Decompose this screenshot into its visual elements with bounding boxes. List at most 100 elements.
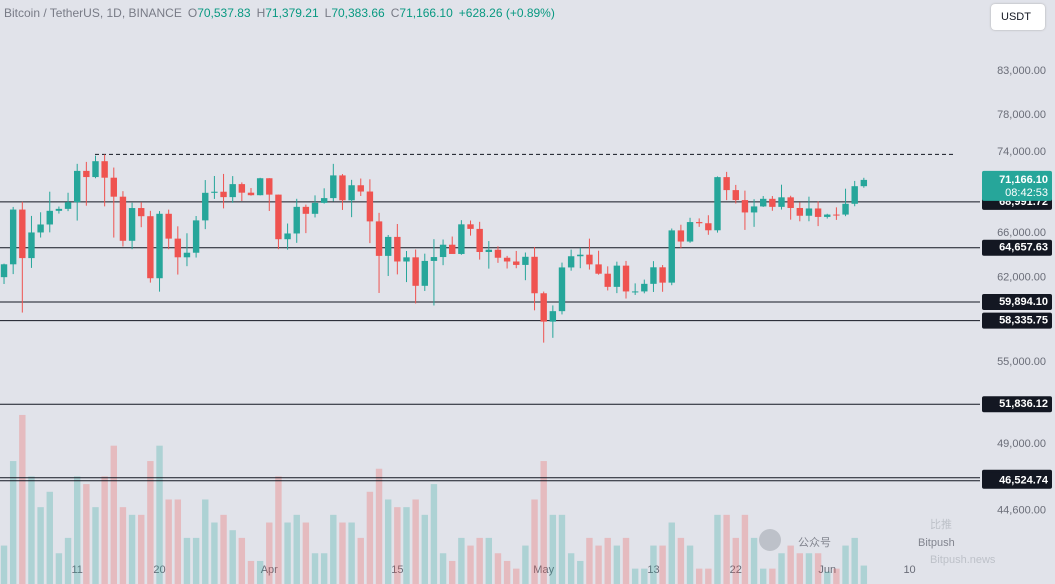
candle-body (833, 214, 840, 216)
volume-bar (595, 545, 602, 584)
candle-body (467, 224, 474, 229)
level-box (982, 472, 1052, 489)
symbol: Bitcoin / TetherUS, 1D, BINANCE (4, 6, 182, 20)
y-tick-label: 74,000.00 (997, 146, 1046, 158)
candle-body (458, 224, 465, 254)
candle-body (558, 267, 566, 312)
volume-bar (55, 553, 63, 584)
volume-bar (522, 545, 529, 584)
ohlc-value: 71,379.21 (265, 6, 319, 20)
candle-body (375, 221, 383, 256)
candle-body (723, 177, 730, 191)
x-tick-label: 20 (153, 564, 165, 576)
x-tick-label: Apr (261, 564, 278, 576)
volume-bar (732, 537, 739, 584)
candle-body (677, 230, 685, 242)
volume-bar (320, 553, 328, 584)
volume-bar (695, 568, 703, 584)
candle-body (549, 311, 557, 322)
volume-bar (613, 545, 621, 584)
candle-body (421, 260, 428, 286)
x-tick-label: Jun (818, 564, 836, 576)
candle-body (202, 192, 209, 221)
volume-bar (101, 476, 108, 584)
volume-bar (19, 414, 26, 584)
candle-body (55, 208, 63, 211)
candle-body (522, 256, 529, 265)
candle-body (403, 257, 410, 262)
volume-bar (202, 499, 209, 584)
y-tick-label: 44,600.00 (997, 505, 1046, 517)
volume-bar (622, 537, 630, 584)
candle-body (119, 196, 127, 241)
candle-body (439, 244, 447, 258)
candle-body (595, 264, 602, 274)
candle-body (860, 179, 868, 187)
candle-body (842, 203, 849, 215)
last-price-label: 71,166.10 (999, 174, 1048, 186)
volume-bar (631, 568, 639, 584)
volume-bar (586, 537, 593, 584)
candle-body (28, 232, 35, 259)
candle-body (302, 206, 310, 214)
volume-bar (641, 568, 648, 584)
level-box (982, 239, 1052, 256)
ohlc-value: 70,537.83 (197, 6, 251, 20)
volume-bar (73, 476, 81, 584)
candle-body (430, 257, 438, 261)
candle-body (485, 249, 493, 252)
volume-bar (128, 514, 136, 584)
candle-body (787, 197, 794, 208)
candle-body (769, 198, 776, 207)
candle-body (384, 236, 392, 256)
volume-bar (677, 537, 685, 584)
volume-bar (503, 560, 511, 584)
candle-body (503, 257, 511, 262)
volume-bar (705, 568, 712, 584)
last-price-box (982, 170, 1052, 201)
candle-body (101, 161, 108, 178)
legend-header: Bitcoin / TetherUS, 1D, BINANCE O70,537.8… (4, 6, 561, 20)
candle-body (9, 209, 17, 265)
candle-body (92, 161, 99, 178)
volume-bar (302, 522, 310, 584)
currency-button[interactable]: USDT (991, 4, 1045, 30)
volume-bar (256, 560, 264, 584)
candle-body (778, 197, 785, 207)
volume-bar (668, 522, 675, 584)
volume-bar (247, 560, 255, 584)
volume-bar (165, 499, 172, 584)
level-box (982, 293, 1052, 310)
x-tick-label: 11 (71, 564, 82, 576)
volume-bar (220, 514, 227, 584)
candle-body (46, 210, 53, 225)
wm-account: 公众号 (798, 536, 831, 549)
candle-body (339, 175, 346, 201)
candle-body (394, 236, 401, 262)
volume-bar (805, 553, 813, 584)
candle-body (275, 194, 282, 240)
volume-bar (549, 514, 557, 584)
ohlc-key: H (256, 6, 266, 20)
volume-bar (64, 537, 72, 584)
volume-bar (375, 468, 383, 584)
volume-bar (28, 476, 35, 584)
volume-bar (192, 537, 200, 584)
candle-body (348, 185, 355, 201)
candle-body (513, 261, 520, 265)
volume-bar (348, 522, 355, 584)
volume-bar (339, 522, 346, 584)
candle-body (110, 177, 117, 197)
candle-body (320, 198, 328, 203)
candle-body (192, 220, 200, 253)
volume-bar (147, 461, 154, 584)
volume-bar (110, 445, 117, 584)
candle-body (824, 214, 831, 217)
volume-bar (293, 514, 300, 584)
candle-body (732, 190, 739, 201)
level-box (982, 396, 1052, 413)
change: +628.26 (+0.89%) (458, 6, 555, 20)
volume-bar (650, 545, 657, 584)
volume-bar (421, 514, 428, 584)
